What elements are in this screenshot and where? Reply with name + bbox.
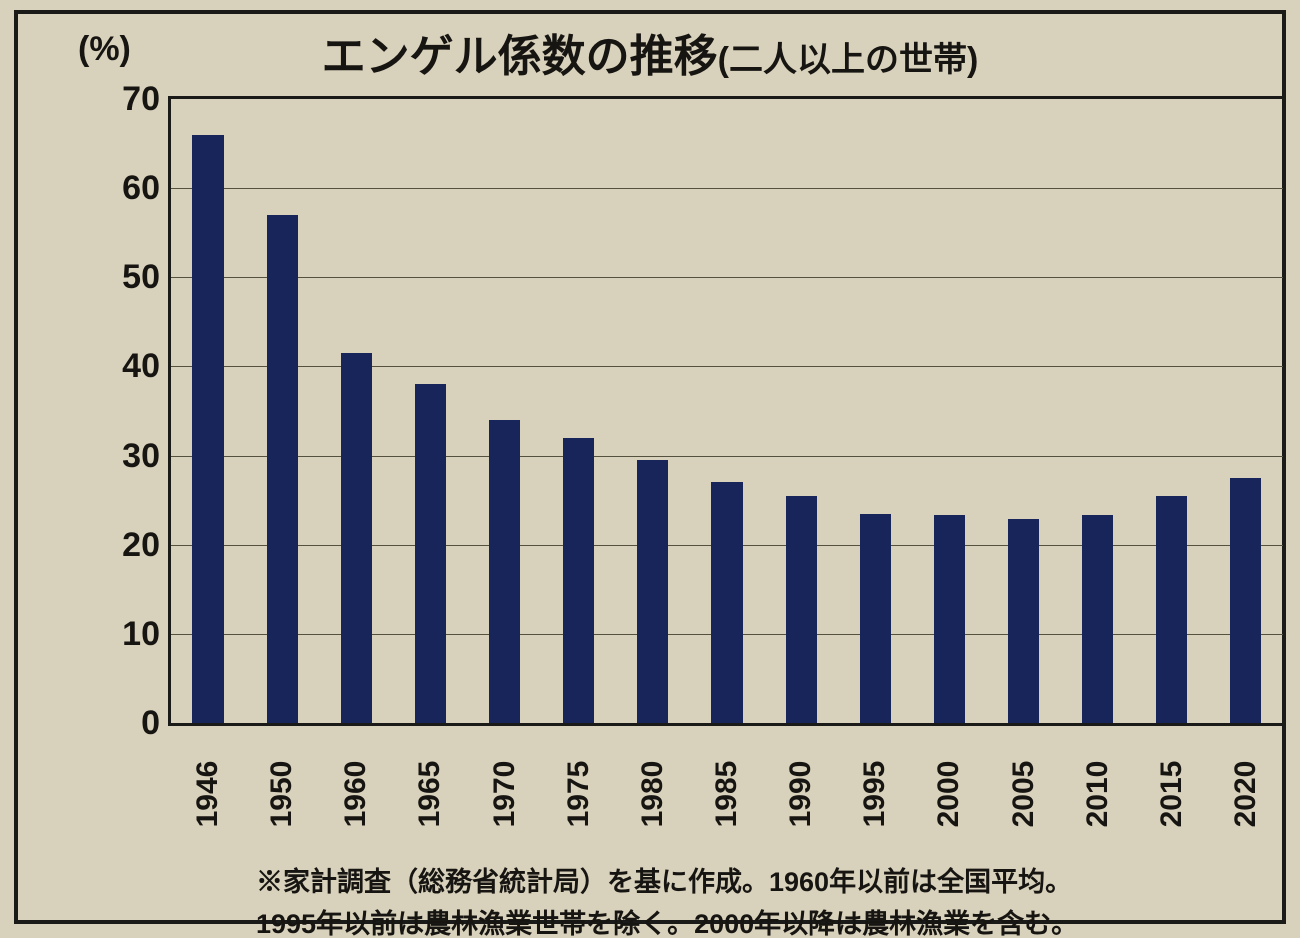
x-tick-label: 1995 (858, 734, 892, 854)
y-tick-label: 30 (80, 437, 160, 476)
y-tick-label: 10 (80, 615, 160, 654)
x-tick-label: 1960 (339, 734, 373, 854)
chart-outer-border: (%) エンゲル係数の推移(二人以上の世帯) 010203040506070 1… (14, 10, 1286, 924)
bar (786, 496, 817, 723)
y-tick-label: 70 (80, 80, 160, 119)
bars-layer (171, 99, 1283, 723)
x-tick-label: 1990 (784, 734, 818, 854)
y-tick-label: 40 (80, 347, 160, 386)
bar (1082, 515, 1113, 723)
x-tick-label: 1975 (562, 734, 596, 854)
bar (711, 482, 742, 723)
x-tick-label: 2015 (1155, 734, 1189, 854)
bar (860, 514, 891, 723)
bar (415, 384, 446, 723)
bar (1156, 496, 1187, 723)
x-tick-label: 1950 (265, 734, 299, 854)
bar (1230, 478, 1261, 723)
x-tick-label: 2010 (1081, 734, 1115, 854)
y-tick-label: 60 (80, 169, 160, 208)
x-tick-label: 2000 (932, 734, 966, 854)
plot-area (168, 96, 1286, 726)
x-tick-label: 1965 (413, 734, 447, 854)
bar (267, 215, 298, 723)
bar (192, 135, 223, 723)
chart-title-row: エンゲル係数の推移(二人以上の世帯) (18, 20, 1282, 84)
bar (341, 353, 372, 723)
bar (489, 420, 520, 723)
bar (1008, 519, 1039, 723)
x-tick-label: 1985 (710, 734, 744, 854)
y-tick-label: 0 (80, 704, 160, 743)
x-tick-label: 1970 (488, 734, 522, 854)
page: (%) エンゲル係数の推移(二人以上の世帯) 010203040506070 1… (0, 0, 1300, 938)
x-tick-label: 1946 (191, 734, 225, 854)
bar (637, 460, 668, 723)
x-tick-label: 1980 (636, 734, 670, 854)
footnote-line-1: ※家計調査（総務省統計局）を基に作成。1960年以前は全国平均。 (256, 860, 1072, 899)
footnote-line-2: 1995年以前は農林漁業世帯を除く。2000年以降は農林漁業を含む。 (256, 902, 1078, 941)
bar (934, 515, 965, 723)
y-tick-label: 20 (80, 526, 160, 565)
x-tick-label: 2005 (1007, 734, 1041, 854)
bar (563, 438, 594, 723)
x-tick-label: 2020 (1229, 734, 1263, 854)
chart-subtitle: (二人以上の世帯) (718, 41, 979, 79)
chart-title: エンゲル係数の推移 (322, 32, 718, 81)
y-tick-label: 50 (80, 258, 160, 297)
